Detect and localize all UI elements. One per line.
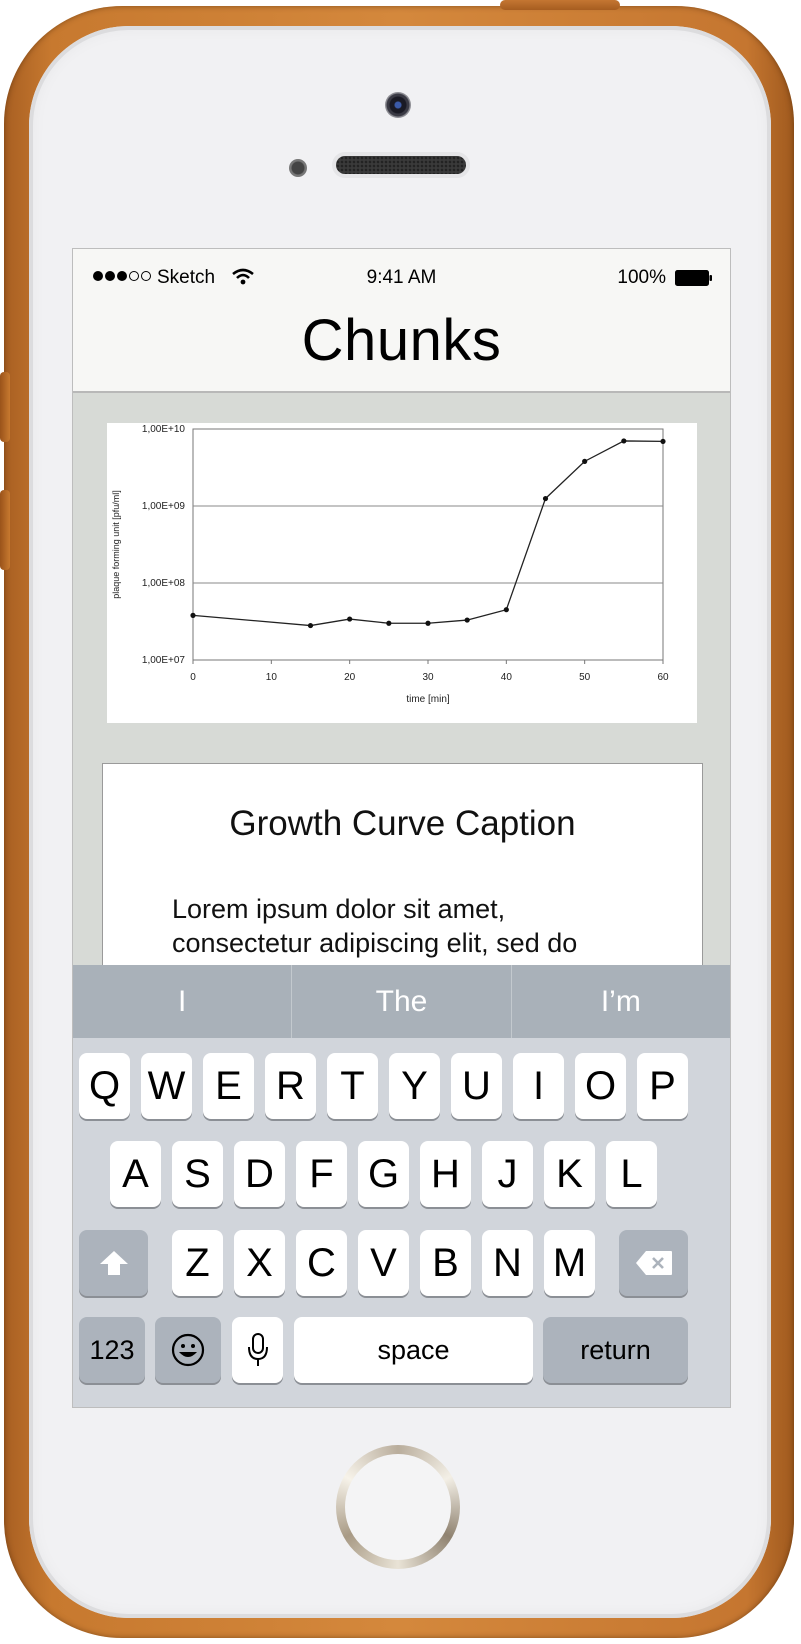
key-p[interactable]: P [637, 1053, 688, 1119]
key-t[interactable]: T [327, 1053, 378, 1119]
shift-icon [99, 1251, 128, 1275]
keyboard: Q W E R T Y U I O P A S D F G H J K L Z … [73, 1038, 730, 1407]
key-h[interactable]: H [420, 1141, 471, 1207]
key-r[interactable]: R [265, 1053, 316, 1119]
x-tick-label: 30 [422, 672, 434, 683]
key-m[interactable]: M [544, 1230, 595, 1296]
suggestion-1[interactable]: I [177, 984, 187, 1018]
y-tick-label: 1,00E+08 [142, 578, 186, 589]
key-o[interactable]: O [575, 1053, 626, 1119]
predictive-text-bar: I The I’m [73, 965, 730, 1038]
y-tick-label: 1,00E+09 [142, 501, 186, 512]
suggestion-2[interactable]: The [375, 984, 428, 1018]
screen: Sketch 9:41 AM 100% Chunks 1,00E+07 1,00E… [72, 248, 731, 1408]
carrier-name: Sketch [157, 267, 216, 288]
key-e[interactable]: E [203, 1053, 254, 1119]
delete-key[interactable] [619, 1230, 688, 1296]
x-axis-label: time [min] [406, 694, 450, 705]
key-j[interactable]: J [482, 1141, 533, 1207]
key-b[interactable]: B [420, 1230, 471, 1296]
data-point [503, 607, 509, 613]
battery-icon [675, 270, 712, 286]
y-axis-label: plaque forming unit [pfu/ml] [111, 490, 121, 599]
divider [291, 965, 293, 1038]
top-power-button [500, 0, 620, 10]
proximity-sensor [289, 159, 307, 177]
battery-percentage: 100% [617, 267, 666, 288]
data-point [582, 458, 588, 464]
key-n[interactable]: N [482, 1230, 533, 1296]
status-bar: Sketch 9:41 AM 100% [73, 267, 730, 291]
home-button[interactable] [336, 1445, 460, 1569]
data-point [660, 438, 666, 445]
data-point [386, 620, 392, 626]
chart-svg: 1,00E+07 1,00E+08 1,00E+09 1,00E+10 0 10 20 30 4… [111, 424, 669, 705]
navigation-bar: Sketch 9:41 AM 100% Chunks [73, 249, 730, 393]
side-button-mute [0, 372, 10, 442]
y-tick-label: 1,00E+07 [142, 655, 186, 666]
divider [510, 965, 512, 1038]
key-s[interactable]: S [172, 1141, 223, 1207]
side-button-volume-up [0, 490, 10, 570]
key-a[interactable]: A [110, 1141, 161, 1207]
x-tick-label: 10 [266, 672, 278, 683]
delete-icon [635, 1251, 672, 1275]
signal-strength-icon [93, 271, 151, 281]
y-tick-label: 1,00E+10 [142, 424, 186, 435]
status-time: 9:41 AM [366, 267, 437, 288]
data-point [347, 616, 353, 622]
emoji-key[interactable] [155, 1317, 221, 1383]
shift-key[interactable] [79, 1230, 148, 1296]
numbers-key[interactable]: 123 [79, 1317, 145, 1383]
key-w[interactable]: W [141, 1053, 192, 1119]
x-tick-label: 60 [657, 672, 669, 683]
data-point [464, 617, 470, 623]
key-i[interactable]: I [513, 1053, 564, 1119]
front-camera [385, 92, 411, 118]
data-point [425, 620, 431, 626]
home-button-face [345, 1454, 451, 1560]
key-u[interactable]: U [451, 1053, 502, 1119]
data-point [190, 612, 196, 618]
key-g[interactable]: G [358, 1141, 409, 1207]
caption-title: Growth Curve Caption [229, 804, 576, 843]
microphone-icon [247, 1333, 268, 1366]
suggestion-3[interactable]: I’m [600, 984, 641, 1018]
key-z[interactable]: Z [172, 1230, 223, 1296]
key-l[interactable]: L [606, 1141, 657, 1207]
data-point [307, 622, 314, 629]
x-tick-label: 50 [579, 672, 591, 683]
dictation-key[interactable] [232, 1317, 283, 1383]
key-y[interactable]: Y [389, 1053, 440, 1119]
growth-curve-chart: 1,00E+07 1,00E+08 1,00E+09 1,00E+10 0 10 20 30 4… [107, 423, 697, 723]
space-key[interactable]: space [294, 1317, 533, 1383]
data-point [542, 495, 549, 502]
return-key[interactable]: return [543, 1317, 688, 1383]
earpiece-speaker [336, 156, 466, 174]
data-point [621, 438, 627, 444]
key-q[interactable]: Q [79, 1053, 130, 1119]
key-k[interactable]: K [544, 1141, 595, 1207]
key-v[interactable]: V [358, 1230, 409, 1296]
x-tick-label: 40 [501, 672, 513, 683]
key-f[interactable]: F [296, 1141, 347, 1207]
key-d[interactable]: D [234, 1141, 285, 1207]
x-tick-label: 0 [190, 672, 196, 683]
key-c[interactable]: C [296, 1230, 347, 1296]
key-x[interactable]: X [234, 1230, 285, 1296]
wifi-icon [232, 268, 254, 285]
emoji-icon [171, 1333, 205, 1367]
page-title: Chunks [301, 308, 502, 373]
x-tick-label: 20 [344, 672, 356, 683]
